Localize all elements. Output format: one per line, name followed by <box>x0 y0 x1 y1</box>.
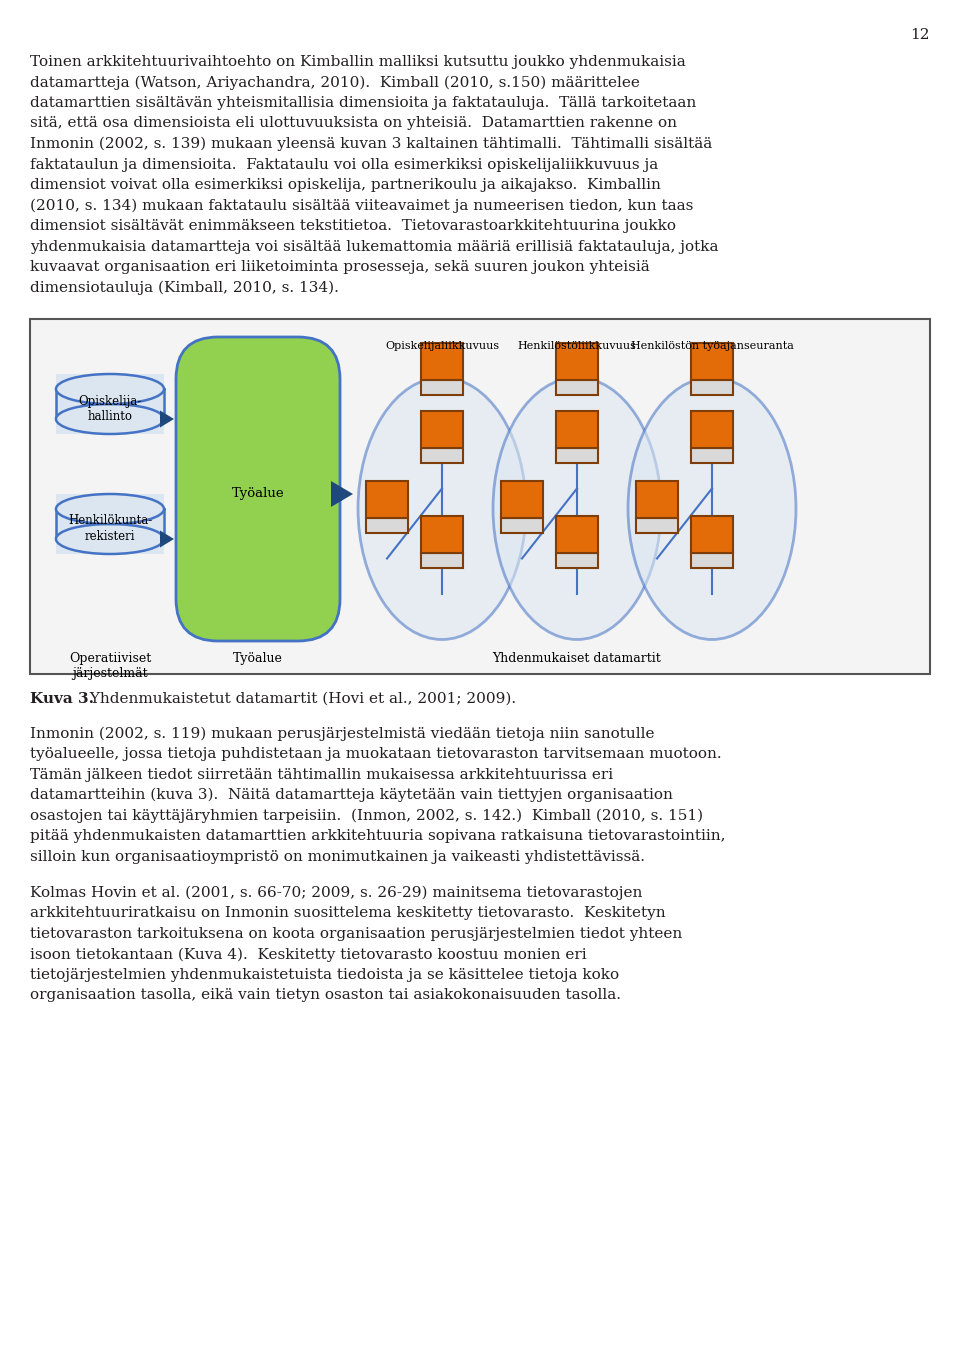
Bar <box>160 534 166 543</box>
Text: datamartteihin (kuva 3).  Näitä datamartteja käytetään vain tiettyjen organisaat: datamartteihin (kuva 3). Näitä datamartt… <box>30 788 673 803</box>
Text: dimensiot sisältävät enimmäkseen tekstitietoa.  Tietovarastoarkkitehtuurina jouk: dimensiot sisältävät enimmäkseen tekstit… <box>30 219 676 233</box>
Text: Tämän jälkeen tiedot siirretään tähtimallin mukaisessa arkkitehtuurissa eri: Tämän jälkeen tiedot siirretään tähtimal… <box>30 768 613 781</box>
Bar <box>421 379 463 394</box>
Text: dimensiotauluja (Kimball, 2010, s. 134).: dimensiotauluja (Kimball, 2010, s. 134). <box>30 281 339 295</box>
Bar <box>366 518 408 533</box>
Text: yhdenmukaisia datamartteja voi sisältää lukemattomia määriä erillisiä faktataulu: yhdenmukaisia datamartteja voi sisältää … <box>30 239 718 253</box>
Text: sitä, että osa dimensioista eli ulottuvuuksista on yhteisiä.  Datamarttien raken: sitä, että osa dimensioista eli ulottuvu… <box>30 117 677 130</box>
Polygon shape <box>160 410 174 428</box>
Text: Toinen arkkitehtuurivaihtoehto on Kimballin malliksi kutsuttu joukko yhdenmukais: Toinen arkkitehtuurivaihtoehto on Kimbal… <box>30 55 685 69</box>
Text: Inmonin (2002, s. 119) mukaan perusjärjestelmistä viedään tietoja niin sanotulle: Inmonin (2002, s. 119) mukaan perusjärje… <box>30 726 655 741</box>
Text: Henkilökunta-
rekisteri: Henkilökunta- rekisteri <box>68 515 152 542</box>
Bar <box>366 480 408 518</box>
Polygon shape <box>331 482 353 507</box>
Ellipse shape <box>56 494 164 525</box>
Text: Kolmas Hovin et al. (2001, s. 66-70; 2009, s. 26-29) mainitsema tietovarastojen: Kolmas Hovin et al. (2001, s. 66-70; 200… <box>30 886 642 900</box>
Text: kuvaavat organisaation eri liiketoiminta prosesseja, sekä suuren joukon yhteisiä: kuvaavat organisaation eri liiketoiminta… <box>30 260 650 274</box>
Bar <box>501 518 543 533</box>
Ellipse shape <box>628 378 796 639</box>
Text: osastojen tai käyttäjäryhmien tarpeisiin.  (Inmon, 2002, s. 142.)  Kimball (2010: osastojen tai käyttäjäryhmien tarpeisiin… <box>30 808 703 823</box>
Bar <box>691 553 733 568</box>
Bar <box>691 379 733 394</box>
Bar <box>160 414 166 424</box>
Text: Henkilöstön työajanseuranta: Henkilöstön työajanseuranta <box>631 342 793 351</box>
Bar <box>636 518 678 533</box>
Text: (2010, s. 134) mukaan faktataulu sisältää viiteavaimet ja numeerisen tiedon, kun: (2010, s. 134) mukaan faktataulu sisältä… <box>30 199 693 213</box>
Ellipse shape <box>56 525 164 554</box>
Text: Operatiiviset
järjestelmät: Operatiiviset järjestelmät <box>69 652 151 681</box>
Text: 12: 12 <box>910 28 930 42</box>
Bar <box>56 494 164 554</box>
Bar <box>636 480 678 518</box>
Bar <box>421 343 463 379</box>
Polygon shape <box>160 530 174 547</box>
Bar <box>556 515 598 553</box>
Text: datamarttien sisältävän yhteismitallisia dimensioita ja faktatauluja.  Tällä tar: datamarttien sisältävän yhteismitallisia… <box>30 95 696 110</box>
Text: dimensiot voivat olla esimerkiksi opiskelija, partnerikoulu ja aikajakso.  Kimba: dimensiot voivat olla esimerkiksi opiske… <box>30 178 660 192</box>
Bar <box>421 410 463 448</box>
Text: Henkilöstöliikkuvuus: Henkilöstöliikkuvuus <box>517 342 636 351</box>
Bar <box>331 487 342 500</box>
Bar <box>421 515 463 553</box>
Text: Yhdenmukaiset datamartit: Yhdenmukaiset datamartit <box>492 652 661 664</box>
Text: Työalue: Työalue <box>233 652 283 664</box>
Bar <box>691 410 733 448</box>
Ellipse shape <box>56 404 164 434</box>
Text: tietojärjestelmien yhdenmukaistetuista tiedoista ja se käsittelee tietoja koko: tietojärjestelmien yhdenmukaistetuista t… <box>30 968 619 982</box>
Text: silloin kun organisaatioympristö on monimutkainen ja vaikeasti yhdistettävissä.: silloin kun organisaatioympristö on moni… <box>30 850 645 863</box>
Text: työalueelle, jossa tietoja puhdistetaan ja muokataan tietovaraston tarvitsemaan : työalueelle, jossa tietoja puhdistetaan … <box>30 746 722 761</box>
Text: Opiskelijaliikkuvuus: Opiskelijaliikkuvuus <box>385 342 499 351</box>
Bar <box>556 343 598 379</box>
Bar <box>30 319 930 674</box>
Text: datamartteja (Watson, Ariyachandra, 2010).  Kimball (2010, s.150) määrittelee: datamartteja (Watson, Ariyachandra, 2010… <box>30 75 640 90</box>
Text: pitää yhdenmukaisten datamarttien arkkitehtuuria sopivana ratkaisuna tietovarast: pitää yhdenmukaisten datamarttien arkkit… <box>30 829 726 843</box>
Ellipse shape <box>358 378 526 639</box>
Bar <box>501 480 543 518</box>
Text: Opiskelija-
hallinto: Opiskelija- hallinto <box>79 394 142 422</box>
Text: Kuva 3.: Kuva 3. <box>30 691 94 706</box>
Ellipse shape <box>493 378 661 639</box>
Bar <box>691 343 733 379</box>
Bar <box>691 448 733 463</box>
Bar <box>691 515 733 553</box>
FancyBboxPatch shape <box>176 338 340 642</box>
Text: Yhdenmukaistetut datamartit (Hovi et al., 2001; 2009).: Yhdenmukaistetut datamartit (Hovi et al.… <box>85 691 516 706</box>
Text: faktataulun ja dimensioita.  Faktataulu voi olla esimerkiksi opiskelijaliikkuvuu: faktataulun ja dimensioita. Faktataulu v… <box>30 157 659 172</box>
Text: tietovaraston tarkoituksena on koota organisaation perusjärjestelmien tiedot yht: tietovaraston tarkoituksena on koota org… <box>30 927 683 941</box>
Text: arkkitehtuuriratkaisu on Inmonin suosittelema keskitetty tietovarasto.  Keskitet: arkkitehtuuriratkaisu on Inmonin suositt… <box>30 907 665 920</box>
Bar <box>556 448 598 463</box>
Bar <box>56 374 164 434</box>
Bar <box>421 553 463 568</box>
Bar <box>421 448 463 463</box>
Text: organisaation tasolla, eikä vain tietyn osaston tai asiakokonaisuuden tasolla.: organisaation tasolla, eikä vain tietyn … <box>30 989 621 1002</box>
Text: Työalue: Työalue <box>231 487 284 500</box>
Text: Inmonin (2002, s. 139) mukaan yleensä kuvan 3 kaltainen tähtimalli.  Tähtimalli : Inmonin (2002, s. 139) mukaan yleensä ku… <box>30 137 712 152</box>
Bar <box>556 410 598 448</box>
Bar <box>556 553 598 568</box>
Ellipse shape <box>56 374 164 404</box>
Bar <box>556 379 598 394</box>
Text: isoon tietokantaan (Kuva 4).  Keskitetty tietovarasto koostuu monien eri: isoon tietokantaan (Kuva 4). Keskitetty … <box>30 947 587 962</box>
